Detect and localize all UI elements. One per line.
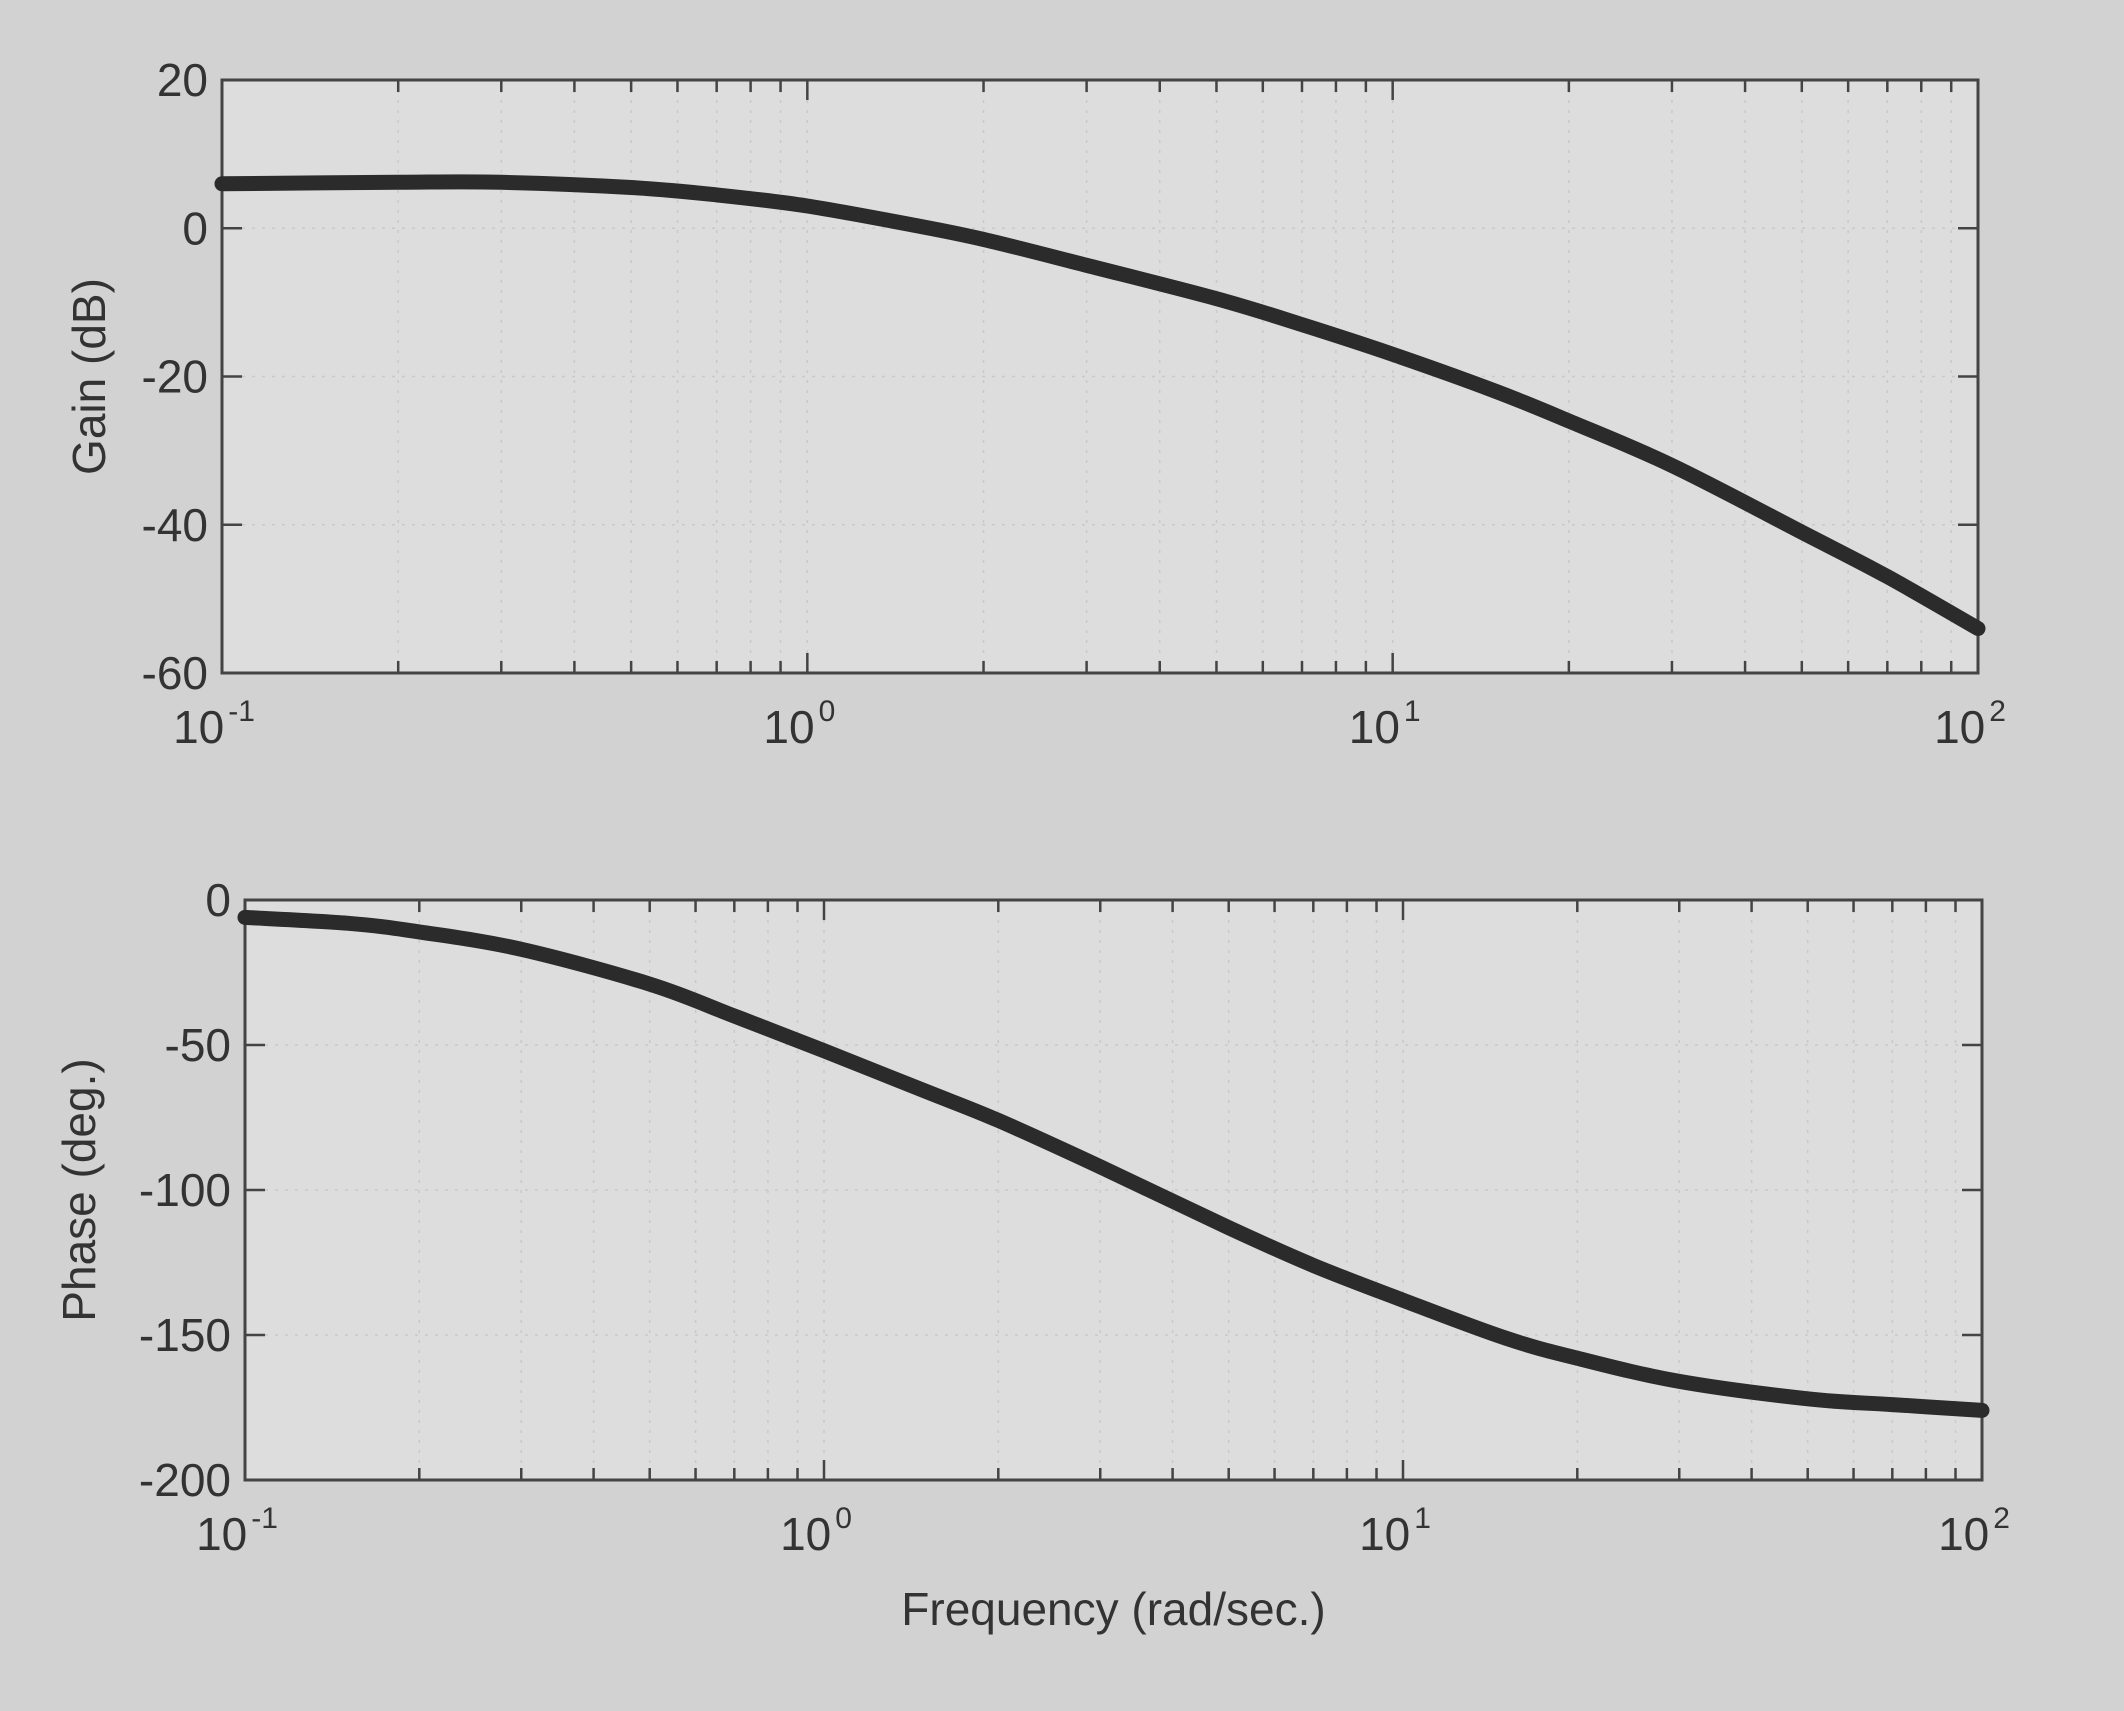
x-tick-label: 10 -1 — [173, 695, 255, 753]
x-tick-label: 10 0 — [780, 1502, 852, 1560]
x-tick-exponent: 1 — [1414, 1502, 1431, 1535]
y-tick-label: 20 — [157, 54, 208, 106]
x-tick-base: 10 — [763, 701, 814, 753]
x-tick-base: 10 — [1359, 1508, 1410, 1560]
y-tick-label: -50 — [165, 1019, 231, 1071]
series-line-0-0 — [214, 174, 1986, 636]
y-tick-label: -150 — [139, 1309, 231, 1361]
x-tick-label: 10 -1 — [196, 1502, 278, 1560]
x-tick-label: 10 2 — [1938, 1502, 2010, 1560]
x-tick-exponent: -1 — [228, 695, 255, 728]
x-tick-exponent: 0 — [835, 1502, 852, 1535]
x-axis-label: Frequency (rad/sec.) — [901, 1583, 1325, 1635]
x-tick-base: 10 — [1349, 701, 1400, 753]
x-tick-exponent: 2 — [1989, 695, 2006, 728]
x-tick-label: 10 2 — [1934, 695, 2006, 753]
x-tick-exponent: 1 — [1404, 695, 1421, 728]
y-tick-label: 0 — [182, 202, 208, 254]
y-tick-label: -20 — [142, 351, 208, 403]
x-tick-exponent: -1 — [251, 1502, 278, 1535]
x-tick-base: 10 — [1934, 701, 1985, 753]
x-tick-exponent: 2 — [1993, 1502, 2010, 1535]
x-tick-exponent: 0 — [819, 695, 836, 728]
x-tick-label: 10 1 — [1359, 1502, 1431, 1560]
series-line-1-0 — [237, 909, 1990, 1418]
y-tick-label: 0 — [205, 874, 231, 926]
x-tick-base: 10 — [780, 1508, 831, 1560]
x-tick-base: 10 — [173, 701, 224, 753]
x-tick-base: 10 — [196, 1508, 247, 1560]
y-tick-label: -200 — [139, 1454, 231, 1506]
y-tick-label: -60 — [142, 647, 208, 699]
x-tick-base: 10 — [1938, 1508, 1989, 1560]
y-tick-label: -40 — [142, 499, 208, 551]
y-tick-label: -100 — [139, 1164, 231, 1216]
x-tick-label: 10 0 — [763, 695, 835, 753]
x-tick-label: 10 1 — [1349, 695, 1421, 753]
y-axis-label: Gain (dB) — [63, 278, 115, 475]
y-axis-label: Phase (deg.) — [53, 1058, 105, 1321]
